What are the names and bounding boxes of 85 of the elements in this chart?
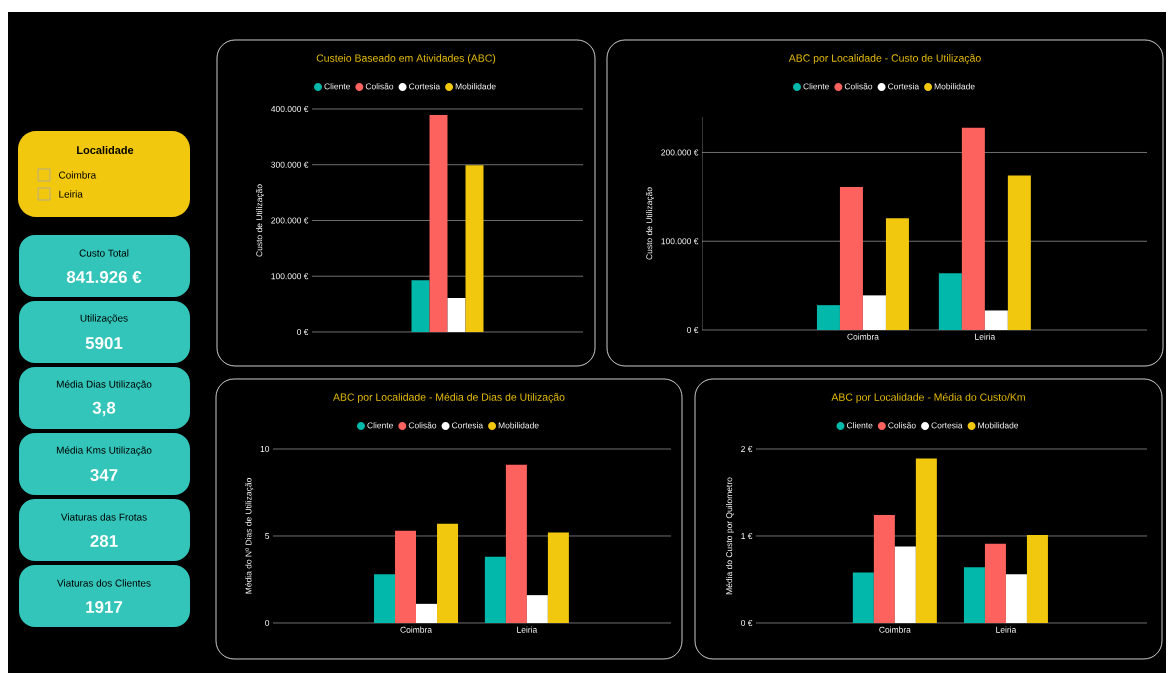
legend-label: Mobilidade — [498, 422, 539, 429]
bar — [852, 572, 874, 623]
y-axis-title: Média do Nº Dias de Utilização — [245, 478, 254, 594]
legend-label: Mobilidade — [455, 83, 496, 90]
y-tick-label: 100.000 € — [661, 238, 699, 245]
bar — [862, 295, 886, 330]
bar — [416, 603, 438, 623]
y-tick-label: 5 — [265, 533, 270, 539]
text: 281 — [90, 534, 118, 547]
y-tick-label: 300.000 € — [271, 161, 309, 168]
x-tick-label: Leiria — [996, 626, 1017, 633]
y-tick-label: 10 — [260, 445, 270, 452]
y-tick-label: 0 — [265, 619, 270, 626]
x-tick-label: Coimbra — [400, 626, 433, 633]
legend-label: Cliente — [367, 422, 393, 429]
y-tick-label: 200.000 € — [661, 149, 699, 156]
y-axis-title: Custo de Utilização — [646, 187, 654, 260]
bar — [915, 458, 937, 623]
bar — [547, 532, 569, 623]
y-tick-label: 200.000 € — [271, 217, 309, 224]
bar — [437, 523, 459, 623]
chart-title: ABC por Localidade - Custo de Utilização — [788, 54, 981, 64]
y-axis-title: Custo de Utilização — [256, 184, 264, 257]
legend-label: Cliente — [803, 83, 829, 90]
bar — [1007, 175, 1031, 330]
bar — [505, 464, 527, 623]
bar — [1005, 574, 1027, 623]
bar — [411, 280, 430, 332]
bar — [984, 543, 1006, 623]
chart-title: ABC por Localidade - Média do Custo/Km — [831, 393, 1025, 403]
legend-label: Colisão — [888, 422, 916, 429]
category-label: Média Kms Utilização — [56, 446, 152, 456]
legend-label: Cortesia — [931, 422, 963, 429]
category-label: Viaturas dos Clientes — [57, 579, 151, 587]
bar — [963, 567, 985, 623]
category-label: Custo Total — [79, 249, 129, 257]
bar — [816, 305, 840, 330]
bar — [1026, 535, 1048, 623]
legend-label: Colisão — [408, 422, 437, 429]
y-tick-label: 2 € — [741, 445, 753, 452]
category-label: Viaturas das Frotas — [60, 513, 147, 521]
bar — [839, 187, 863, 330]
x-tick-label: Coimbra — [879, 626, 911, 633]
legend-label: Cortesia — [409, 83, 441, 90]
bar — [885, 218, 909, 330]
bar — [961, 127, 985, 330]
bar — [894, 546, 916, 623]
bar — [526, 595, 548, 623]
legend-label: Colisão — [365, 83, 394, 90]
legend-label: Cortesia — [452, 422, 484, 429]
y-tick-label: 0 € — [297, 328, 309, 335]
x-tick-label: Leiria — [517, 626, 538, 633]
y-tick-label: 100.000 € — [271, 273, 309, 280]
text: Localidade — [77, 145, 134, 155]
bar — [465, 165, 484, 332]
legend-label: Cortesia — [888, 83, 920, 90]
y-tick-label: 1 € — [741, 532, 753, 539]
legend-label: Mobilidade — [978, 422, 1019, 429]
bar — [873, 515, 895, 623]
bar — [447, 297, 466, 332]
text: 347 — [90, 468, 118, 481]
legend-label: Mobilidade — [934, 83, 975, 90]
bar — [984, 310, 1008, 330]
legend-label: Cliente — [846, 422, 873, 429]
bar — [374, 574, 396, 623]
bar — [395, 530, 417, 623]
y-axis-title: Média do Custo por Quilometro — [725, 477, 734, 595]
chart-title: Custeio Baseado em Atividades (ABC) — [316, 54, 496, 64]
category-label: Média Dias Utilização — [56, 380, 152, 390]
legend-label: Cliente — [324, 83, 350, 90]
chart-title: ABC por Localidade - Média de Dias de Utilização — [333, 393, 565, 403]
y-tick-label: 400.000 € — [271, 105, 309, 112]
text: 1917 — [86, 600, 123, 613]
category-label: Coimbra — [59, 171, 97, 179]
category-label: Utilizações — [80, 314, 128, 324]
y-tick-label: 0 € — [687, 326, 699, 333]
bar — [429, 115, 448, 332]
legend-label: Colisão — [844, 83, 873, 90]
text: 841.926 € — [66, 270, 142, 283]
bar — [484, 556, 506, 623]
y-tick-label: 0 € — [741, 619, 753, 626]
bar — [938, 273, 962, 330]
text: 5901 — [85, 336, 123, 349]
text: 3,8 — [92, 401, 116, 417]
category-label: Leiria — [59, 190, 83, 198]
